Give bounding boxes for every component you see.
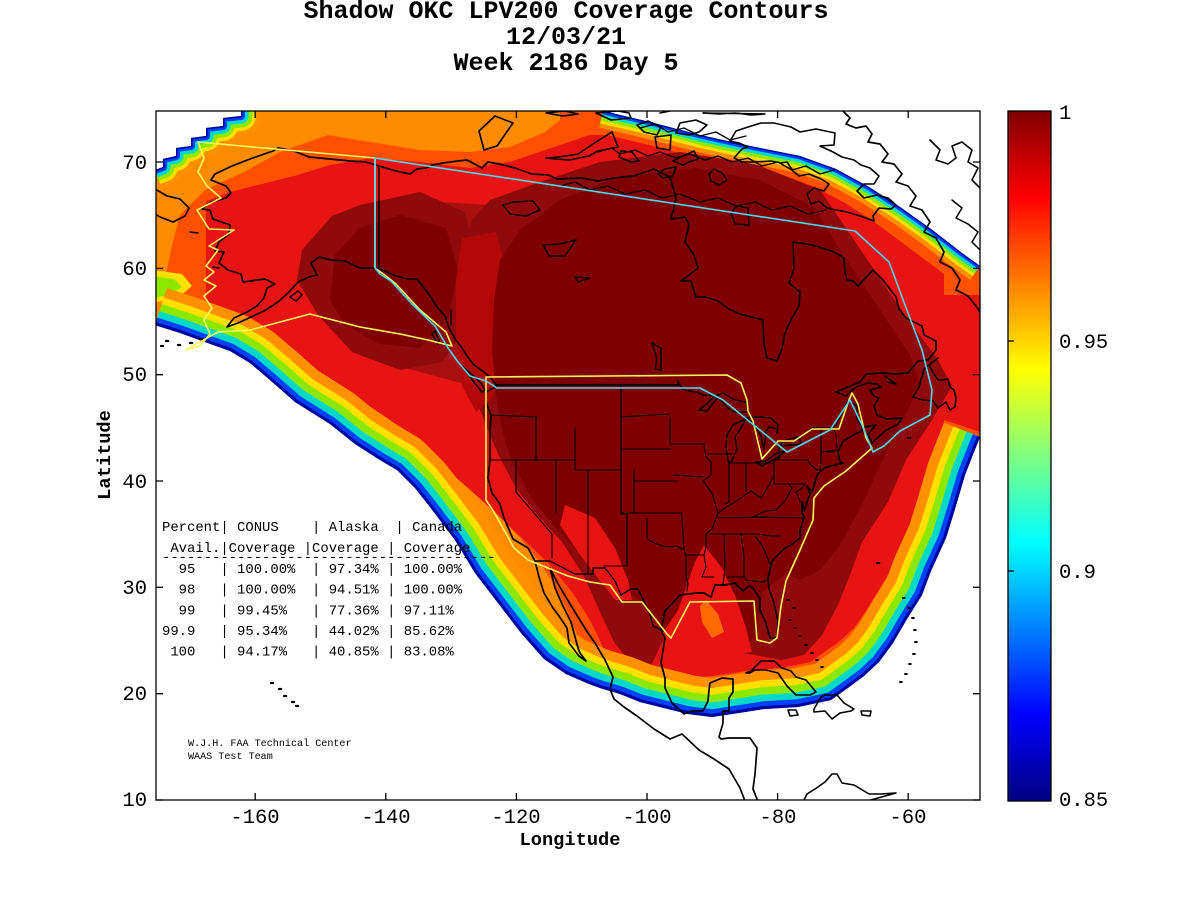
svg-text:0.9: 0.9 (1059, 562, 1096, 585)
svg-text:W.J.H. FAA Technical Center: W.J.H. FAA Technical Center (188, 738, 352, 750)
svg-text:-80: -80 (760, 807, 797, 830)
svg-text:-60: -60 (890, 807, 927, 830)
svg-text:50: 50 (122, 365, 147, 388)
svg-text:0.85: 0.85 (1059, 790, 1108, 813)
svg-text:Week 2186 Day 5: Week 2186 Day 5 (453, 49, 678, 78)
svg-text:Latitude: Latitude (94, 410, 116, 500)
svg-text:0.95: 0.95 (1059, 332, 1108, 355)
svg-text:1: 1 (1059, 103, 1071, 126)
svg-text:12/03/21: 12/03/21 (506, 23, 626, 52)
svg-text:99.9 | 95.34% | 44.02% | 8: 99.9 | 95.34% | 44.02% | 85.62% (162, 624, 454, 640)
svg-text:Longitude: Longitude (520, 829, 621, 851)
svg-text:100 | 94.17% | 40.85% | 83: 100 | 94.17% | 40.85% | 83.08% (162, 645, 454, 661)
svg-text:70: 70 (122, 153, 147, 176)
svg-text:-140: -140 (361, 807, 410, 830)
svg-text:99 | 99.45% | 77.36% | 97.: 99 | 99.45% | 77.36% | 97.11% (162, 604, 454, 620)
svg-text:60: 60 (122, 259, 147, 282)
svg-text:30: 30 (122, 578, 147, 601)
svg-text:98 | 100.00% | 94.51% | 100: 98 | 100.00% | 94.51% | 100.00% (162, 583, 463, 599)
svg-text:-160: -160 (230, 807, 279, 830)
svg-text:95 | 100.00% | 97.34% | 100: 95 | 100.00% | 97.34% | 100.00% (162, 562, 463, 578)
svg-text:Avail.|Coverage |Coverage | Co: Avail.|Coverage |Coverage | Coverage (162, 541, 470, 557)
svg-text:-100: -100 (622, 807, 671, 830)
svg-text:Percent| CONUS | Alaska |: Percent| CONUS | Alaska | Canada (162, 520, 462, 536)
svg-text:20: 20 (122, 684, 147, 707)
svg-text:------------------------------: ---------------------------------------- (162, 550, 495, 566)
svg-text:-120: -120 (491, 807, 540, 830)
svg-text:WAAS Test Team: WAAS Test Team (188, 752, 273, 763)
svg-text:10: 10 (122, 790, 147, 813)
svg-text:40: 40 (122, 472, 147, 495)
svg-text:Shadow OKC LPV200 Coverage Con: Shadow OKC LPV200 Coverage Contours (303, 0, 828, 26)
